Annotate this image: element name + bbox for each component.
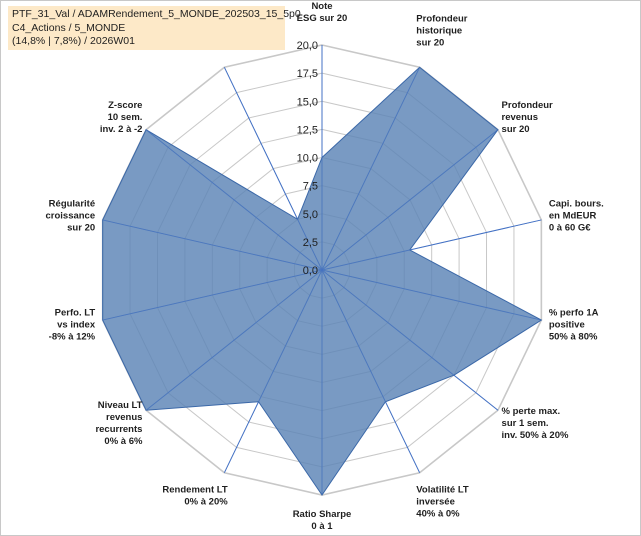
tick-label: 2,5: [303, 237, 318, 249]
axis-label: Niveau LT revenus recurrents 0% à 6%: [95, 400, 143, 447]
axis-spoke-overlay: [102, 269, 323, 321]
radar-tick-labels: 0,0 2,5 5,0 7,5 10,0 12,5 15,0 17,5 20,0: [297, 40, 318, 277]
axis-label: Rendement LT 0% à 20%: [162, 485, 228, 508]
radar-series: [102, 45, 543, 496]
axis-spoke-overlay: [145, 129, 323, 271]
chart-title-box: PTF_31_Val / ADAMRendement_5_MONDE_20250…: [8, 6, 301, 50]
axis-label: Profondeur revenus sur 20: [502, 100, 553, 135]
axis-label: Profondeur historique sur 20: [416, 13, 467, 48]
chart-title-line-3: (14,8% | 7,8%) / 2026W01: [12, 35, 135, 47]
axis-spoke-overlay: [321, 129, 499, 271]
tick-label: 15,0: [297, 96, 318, 108]
axis-label: Perfo. LT vs index -8% à 12%: [49, 308, 96, 343]
axis-label: % perfo 1A positive 50% à 80%: [549, 308, 599, 343]
axis-label: % perte max. sur 1 sem. inv. 50% à 20%: [502, 406, 569, 441]
tick-label: 7,5: [303, 181, 318, 193]
axis-spoke-overlay: [321, 67, 420, 271]
axis-label: Capi. bours. en MdEUR 0 à 60 G€: [549, 198, 604, 233]
axis-spoke-overlay: [321, 269, 499, 411]
axis-label: Ratio Sharpe 0 à 1: [293, 509, 352, 532]
chart-title-line-1: PTF_31_Val / ADAMRendement_5_MONDE_20250…: [12, 8, 301, 20]
axis-spoke-overlay: [321, 269, 542, 321]
axis-spoke-overlay: [321, 219, 542, 271]
axis-spoke-overlay: [224, 67, 323, 271]
tick-label: 5,0: [303, 209, 318, 221]
axis-spoke-overlay: [224, 269, 323, 473]
axis-spoke-overlay: [102, 219, 323, 271]
tick-label: 17,5: [297, 68, 318, 80]
tick-label: 0,0: [303, 265, 318, 277]
tick-label: 20,0: [297, 40, 318, 52]
chart-title-line-2: C4_Actions / 5_MONDE: [12, 21, 126, 34]
axis-label: Volatilité LT inversée 40% à 0%: [416, 485, 469, 520]
axis-spoke-overlay: [321, 269, 420, 473]
axis-label: Note ESG sur 20: [297, 1, 348, 24]
axis-label: Régularité croissance sur 20: [45, 198, 95, 233]
tick-label: 10,0: [297, 153, 318, 165]
tick-label: 12,5: [297, 124, 318, 136]
axis-spoke-overlay: [145, 269, 323, 411]
axis-label: Z-score 10 sem. inv. 2 à -2: [100, 100, 143, 135]
